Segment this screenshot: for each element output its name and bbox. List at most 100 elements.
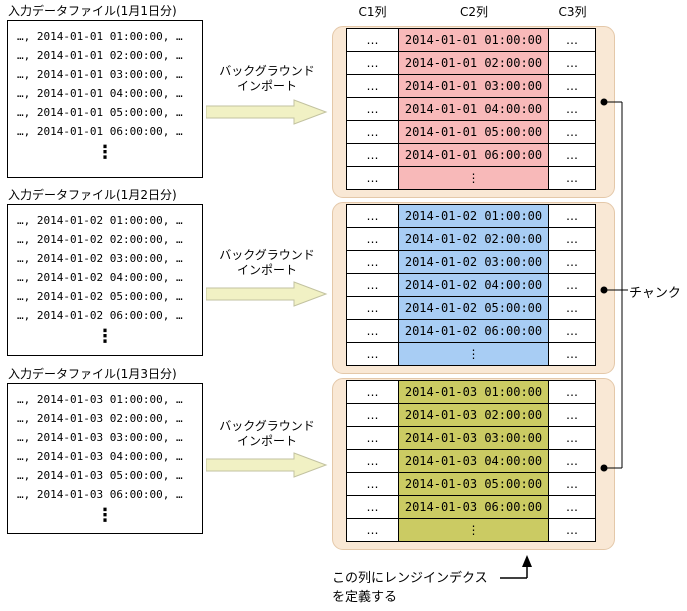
cell-c3: …: [548, 342, 596, 366]
chunk-bracket: [600, 98, 628, 472]
cell-c3: …: [548, 495, 596, 519]
cell-c3: …: [548, 273, 596, 297]
file-line: …, 2014-01-03 01:00:00, …: [17, 393, 183, 406]
table-row: … 2014-01-01 01:00:00…: [346, 28, 596, 52]
import-label-line1: バックグラウンド: [219, 64, 315, 78]
file-line: …, 2014-01-01 01:00:00, …: [17, 30, 183, 43]
cell-c3: …: [548, 426, 596, 450]
cell-c1: …: [346, 403, 399, 427]
cell-c1: …: [346, 273, 399, 297]
cell-c3: …: [548, 449, 596, 473]
cell-c3: …: [548, 380, 596, 404]
chunk-2: … 2014-01-02 01:00:00…… 2014-01-02 02:00:0…: [332, 202, 615, 374]
cell-c2: 2014-01-02 04:00:00: [398, 273, 549, 297]
cell-c3: …: [548, 204, 596, 228]
file-line: …, 2014-01-02 02:00:00, …: [17, 233, 183, 246]
table-row: … 2014-01-02 05:00:00…: [346, 296, 596, 320]
cell-c3: …: [548, 227, 596, 251]
table-row: … 2014-01-02 06:00:00…: [346, 319, 596, 343]
cell-c1: …: [346, 449, 399, 473]
chunk-label: チャンク: [629, 286, 681, 301]
cell-c1: …: [346, 426, 399, 450]
cell-c2: 2014-01-02 02:00:00: [398, 227, 549, 251]
table-row: … 2014-01-01 03:00:00…: [346, 74, 596, 98]
table-row: … 2014-01-01 04:00:00…: [346, 97, 596, 121]
cell-c1: …: [346, 227, 399, 251]
file-line: …, 2014-01-03 03:00:00, …: [17, 431, 183, 444]
table-row: … 2014-01-03 01:00:00…: [346, 380, 596, 404]
vertical-ellipsis: ⋮: [96, 142, 114, 163]
cell-c1: …: [346, 342, 399, 366]
file-line: …, 2014-01-02 04:00:00, …: [17, 271, 183, 284]
cell-c2: 2014-01-01 04:00:00: [398, 97, 549, 121]
cell-c1: …: [346, 518, 399, 542]
table-row: … 2014-01-01 06:00:00…: [346, 143, 596, 167]
file-line: …, 2014-01-01 04:00:00, …: [17, 87, 183, 100]
cell-c2: 2014-01-01 05:00:00: [398, 120, 549, 144]
file-line: …, 2014-01-01 05:00:00, …: [17, 106, 183, 119]
cell-c1: …: [346, 120, 399, 144]
table-row: … 2014-01-01 05:00:00…: [346, 120, 596, 144]
block-arrow-icon: [206, 99, 328, 125]
cell-c1: …: [346, 250, 399, 274]
table-row: … 2014-01-03 06:00:00…: [346, 495, 596, 519]
cell-c1: …: [346, 296, 399, 320]
table-row: … 2014-01-02 04:00:00…: [346, 273, 596, 297]
column-header-c1: C1列: [358, 5, 387, 19]
file-title-3: 入力データファイル(1月3日分): [8, 367, 177, 381]
cell-c3: …: [548, 319, 596, 343]
cell-c1: …: [346, 319, 399, 343]
file-lines: …, 2014-01-03 01:00:00, … …, 2014-01-03 0…: [8, 390, 202, 526]
table-row: … 2014-01-02 01:00:00…: [346, 204, 596, 228]
table-row: … 2014-01-02 02:00:00…: [346, 227, 596, 251]
file-line: …, 2014-01-01 06:00:00, …: [17, 125, 183, 138]
cell-c1: …: [346, 204, 399, 228]
cell-c3: …: [548, 97, 596, 121]
bullet-dot: [600, 464, 608, 472]
table-row: … ⋮…: [346, 518, 596, 542]
bullet-dot: [600, 286, 608, 294]
cell-c2: ⋮: [398, 342, 549, 366]
cell-c3: …: [548, 51, 596, 75]
cell-c2: 2014-01-01 01:00:00: [398, 28, 549, 52]
cell-c1: …: [346, 143, 399, 167]
file-line: …, 2014-01-03 04:00:00, …: [17, 450, 183, 463]
file-title-1: 入力データファイル(1月1日分): [8, 4, 177, 18]
file-lines: …, 2014-01-01 01:00:00, … …, 2014-01-01 0…: [8, 27, 202, 163]
cell-c3: …: [548, 120, 596, 144]
note-arrow-icon: [500, 555, 532, 579]
table-row: … ⋮…: [346, 166, 596, 190]
column-header-c2: C2列: [459, 5, 488, 19]
file-line: …, 2014-01-01 03:00:00, …: [17, 68, 183, 81]
cell-c3: …: [548, 28, 596, 52]
cell-c2: 2014-01-03 02:00:00: [398, 403, 549, 427]
cell-c1: …: [346, 74, 399, 98]
block-arrow-icon: [206, 281, 328, 307]
table-row: … 2014-01-03 03:00:00…: [346, 426, 596, 450]
table-row: … 2014-01-02 03:00:00…: [346, 250, 596, 274]
cell-c3: …: [548, 143, 596, 167]
file-line: …, 2014-01-01 02:00:00, …: [17, 49, 183, 62]
import-label-line2: インポート: [236, 434, 297, 448]
file-line: …, 2014-01-02 05:00:00, …: [17, 290, 183, 303]
input-file-box-2: …, 2014-01-02 01:00:00, … …, 2014-01-02 0…: [7, 204, 203, 356]
cell-c2: 2014-01-03 01:00:00: [398, 380, 549, 404]
cell-c1: …: [346, 380, 399, 404]
vertical-ellipsis: ⋮: [96, 505, 114, 526]
cell-c2: 2014-01-01 02:00:00: [398, 51, 549, 75]
file-line: …, 2014-01-02 03:00:00, …: [17, 252, 183, 265]
cell-c3: …: [548, 518, 596, 542]
file-line: …, 2014-01-03 06:00:00, …: [17, 488, 183, 501]
file-line: …, 2014-01-03 02:00:00, …: [17, 412, 183, 425]
chunk-table: … 2014-01-01 01:00:00…… 2014-01-01 02:00:0…: [346, 28, 596, 190]
cell-c1: …: [346, 166, 399, 190]
cell-c2: 2014-01-03 06:00:00: [398, 495, 549, 519]
import-label-line1: バックグラウンド: [219, 248, 315, 262]
vertical-ellipsis: ⋮: [96, 326, 114, 347]
table-row: … 2014-01-03 05:00:00…: [346, 472, 596, 496]
cell-c3: …: [548, 250, 596, 274]
range-index-note-line2: を定義する: [332, 590, 398, 605]
table-row: … ⋮…: [346, 342, 596, 366]
table-row: … 2014-01-03 02:00:00…: [346, 403, 596, 427]
